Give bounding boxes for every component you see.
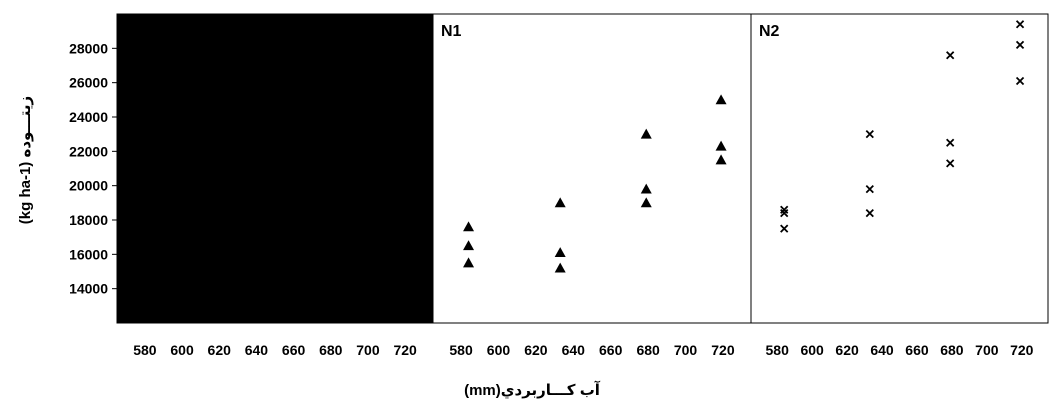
x-tick-label: 600: [800, 342, 824, 358]
data-point-cross: [946, 138, 955, 147]
panel-frame: [432, 13, 752, 324]
y-tick-label: 18000: [69, 212, 108, 228]
x-tick-label: 620: [524, 342, 548, 358]
x-tick-label: 660: [905, 342, 929, 358]
x-tick-label: 700: [674, 342, 698, 358]
x-axes: 580 600 620 640 660 680 700 720 580 600 620 640 660 6…: [133, 342, 1033, 358]
data-point-triangle: [715, 140, 727, 151]
y-tick-label: 26000: [69, 75, 108, 91]
data-point-triangle: [463, 221, 475, 232]
panel-frame: [750, 13, 1049, 324]
x-axis-title: آب كـــاربردي(mm): [464, 381, 601, 400]
data-point-triangle: [554, 247, 566, 258]
y-tick-label: 22000: [69, 143, 108, 159]
data-point-cross: [865, 208, 874, 218]
x-tick-label: 580: [133, 342, 157, 358]
data-point-triangle: [715, 154, 727, 165]
x-tick-label: 720: [1010, 342, 1034, 358]
data-point-triangle: [640, 197, 652, 208]
x-tick-label: 580: [449, 342, 473, 358]
x-tick-label: 620: [208, 342, 232, 358]
data-point-triangle: [554, 197, 566, 208]
data-point-cross: [865, 130, 874, 139]
x-tick-label: 620: [835, 342, 859, 358]
panel-frame: [116, 13, 434, 324]
x-tick-label: 660: [599, 342, 623, 358]
data-point-cross: [780, 224, 789, 233]
y-tick-label: 24000: [69, 109, 108, 125]
y-tick-label: 28000: [69, 40, 108, 56]
x-tick-label: 640: [245, 342, 269, 358]
panel-label: N1: [441, 23, 462, 40]
data-point-triangle: [554, 262, 566, 273]
x-tick-label: 680: [319, 342, 343, 358]
x-tick-label: 700: [975, 342, 999, 358]
panel-label: N2: [759, 23, 780, 40]
panel-3: N2: [750, 13, 1049, 324]
x-tick-label: 720: [711, 342, 735, 358]
panel-1: [116, 13, 434, 324]
x-tick-label: 640: [870, 342, 894, 358]
y-tick-label: 16000: [69, 246, 108, 262]
x-tick-label: 720: [393, 342, 417, 358]
y-tick-label: 14000: [69, 281, 108, 297]
data-point-triangle: [640, 183, 652, 194]
data-point-triangle: [715, 94, 727, 105]
data-point-cross: [865, 184, 874, 194]
data-point-triangle: [463, 240, 475, 251]
x-tick-label: 680: [636, 342, 660, 358]
data-point-triangle: [463, 257, 475, 268]
x-tick-label: 680: [940, 342, 964, 358]
data-point-cross: [946, 51, 955, 60]
data-point-cross: [946, 159, 955, 168]
y-axis-title: (kg ha-1) زيتـــوده: [17, 96, 34, 224]
x-tick-label: 600: [487, 342, 511, 358]
panels-group: N1 N2: [116, 13, 1049, 324]
data-point-cross: [780, 208, 789, 218]
data-point-cross: [1015, 40, 1025, 50]
y-axis: 14000 16000 18000 20000 22000 24000 26000 28000: [69, 40, 117, 297]
x-tick-label: 600: [170, 342, 194, 358]
panel-2: N1: [432, 13, 752, 324]
data-point-cross: [1015, 20, 1025, 29]
y-tick-label: 20000: [69, 178, 108, 194]
x-tick-label: 660: [282, 342, 306, 358]
data-point-triangle: [640, 128, 652, 139]
x-tick-label: 580: [766, 342, 790, 358]
x-tick-label: 640: [562, 342, 586, 358]
x-tick-label: 700: [356, 342, 380, 358]
data-point-cross: [1015, 76, 1025, 86]
